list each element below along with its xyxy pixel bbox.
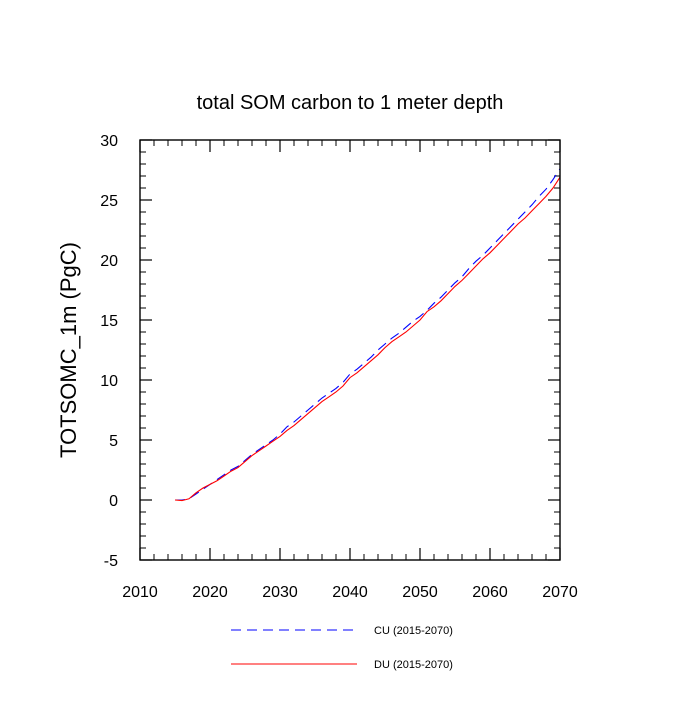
- chart-title: total SOM carbon to 1 meter depth: [197, 92, 504, 114]
- x-tick-label: 2070: [542, 584, 578, 601]
- series-line-cu: [175, 168, 561, 501]
- legend: CU (2015-2070) DU (2015-2070): [231, 625, 453, 671]
- y-tick-label: 25: [100, 193, 118, 210]
- legend-label-du: DU (2015-2070): [374, 659, 453, 671]
- x-tick-label: 2040: [332, 584, 368, 601]
- y-tick-label: 30: [100, 133, 118, 150]
- y-tick-label: 0: [109, 493, 118, 510]
- y-tick-label: 5: [109, 433, 118, 450]
- x-tick-label: 2020: [192, 584, 228, 601]
- x-tick-label: 2060: [472, 584, 508, 601]
- y-tick-label: -5: [104, 553, 118, 570]
- x-tick-label: 2030: [262, 584, 298, 601]
- x-tick-label: 2050: [402, 584, 438, 601]
- plot-frame: [139, 139, 561, 561]
- legend-label-cu: CU (2015-2070): [374, 625, 453, 637]
- y-tick-label: 15: [100, 313, 118, 330]
- y-tick-label: 20: [100, 253, 118, 270]
- series-line-du: [174, 176, 561, 502]
- series-lines: [174, 168, 561, 502]
- axis-ticks: 2010 2020 2030 2040 2050 2060 2070 -5 0 5 10 15 20 25…: [100, 133, 578, 601]
- y-axis-label: TOTSOMC_1m (PgC): [56, 242, 81, 458]
- y-tick-label: 10: [100, 373, 118, 390]
- x-tick-label: 2010: [122, 584, 158, 601]
